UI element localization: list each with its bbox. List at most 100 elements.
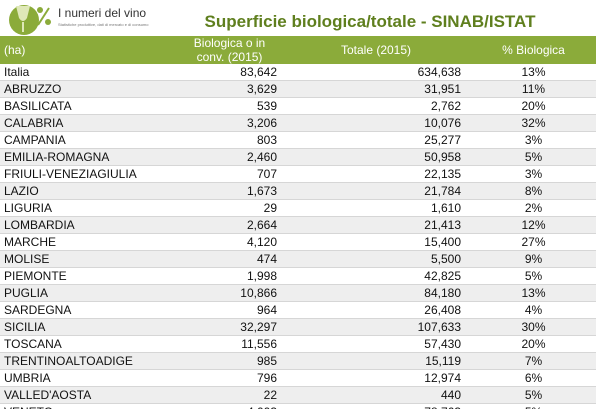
region-cell: Italia (0, 64, 178, 81)
value-cell: 8% (471, 182, 596, 200)
region-cell: PIEMONTE (0, 267, 178, 285)
value-cell: 964 (178, 301, 287, 319)
table-row: Italia 83,642 634,638 13% (0, 64, 596, 81)
value-cell: 5% (471, 386, 596, 404)
value-cell: 31,951 (287, 80, 471, 98)
value-cell: 440 (287, 386, 471, 404)
region-cell: FRIULI-VENEZIAGIULIA (0, 165, 178, 183)
value-cell: 83,642 (178, 64, 287, 81)
value-cell: 2,460 (178, 148, 287, 166)
value-cell: 1,610 (287, 199, 471, 217)
value-cell: 5% (471, 403, 596, 409)
value-cell: 32,297 (178, 318, 287, 336)
region-cell: SARDEGNA (0, 301, 178, 319)
column-header: Totale (2015) (287, 36, 471, 64)
value-cell: 803 (178, 131, 287, 149)
value-cell: 29 (178, 199, 287, 217)
logo-icon (9, 5, 51, 35)
value-cell: 10,866 (178, 284, 287, 302)
value-cell: 20% (471, 335, 596, 353)
value-cell: 7% (471, 352, 596, 370)
value-cell: 78,763 (287, 403, 471, 409)
value-cell: 6% (471, 369, 596, 387)
table-row: TRENTINOALTOADIGE 985 15,119 7% (0, 352, 596, 370)
region-cell: VENETO (0, 403, 178, 409)
value-cell: 22,135 (287, 165, 471, 183)
value-cell: 10,076 (287, 114, 471, 132)
title: Superficie biologica/totale - SINAB/ISTA… (204, 12, 536, 31)
table-row: ABRUZZO 3,629 31,951 11% (0, 80, 596, 98)
region-cell: EMILIA-ROMAGNA (0, 148, 178, 166)
value-cell: 707 (178, 165, 287, 183)
value-cell: 985 (178, 352, 287, 370)
value-cell: 15,119 (287, 352, 471, 370)
table-row: MARCHE 4,120 15,400 27% (0, 233, 596, 251)
table-row: UMBRIA 796 12,974 6% (0, 369, 596, 387)
region-cell: MARCHE (0, 233, 178, 251)
region-cell: UMBRIA (0, 369, 178, 387)
region-cell: TOSCANA (0, 335, 178, 353)
table-row: SICILIA 32,297 107,633 30% (0, 318, 596, 336)
table-row: LAZIO 1,673 21,784 8% (0, 182, 596, 200)
value-cell: 5% (471, 267, 596, 285)
value-cell: 12% (471, 216, 596, 234)
logo-text: I numeri del vino (58, 6, 147, 20)
value-cell: 12,974 (287, 369, 471, 387)
region-cell: ABRUZZO (0, 80, 178, 98)
table-row: LOMBARDIA 2,664 21,413 12% (0, 216, 596, 234)
value-cell: 84,180 (287, 284, 471, 302)
value-cell: 11% (471, 80, 596, 98)
value-cell: 57,430 (287, 335, 471, 353)
column-header: (ha) (0, 36, 178, 64)
value-cell: 3,206 (178, 114, 287, 132)
value-cell: 13% (471, 284, 596, 302)
value-cell: 9% (471, 250, 596, 268)
value-cell: 2,762 (287, 97, 471, 115)
region-cell: CALABRIA (0, 114, 178, 132)
region-cell: CAMPANIA (0, 131, 178, 149)
region-cell: LOMBARDIA (0, 216, 178, 234)
table-row: LIGURIA 29 1,610 2% (0, 199, 596, 217)
value-cell: 5,500 (287, 250, 471, 268)
value-cell: 32% (471, 114, 596, 132)
table-row: MOLISE 474 5,500 9% (0, 250, 596, 268)
value-cell: 30% (471, 318, 596, 336)
value-cell: 539 (178, 97, 287, 115)
value-cell: 474 (178, 250, 287, 268)
value-cell: 25,277 (287, 131, 471, 149)
value-cell: 13% (471, 64, 596, 81)
value-cell: 4% (471, 301, 596, 319)
value-cell: 107,633 (287, 318, 471, 336)
table-row: CALABRIA 3,206 10,076 32% (0, 114, 596, 132)
table-row: SARDEGNA 964 26,408 4% (0, 301, 596, 319)
value-cell: 20% (471, 97, 596, 115)
table-row: BASILICATA 539 2,762 20% (0, 97, 596, 115)
region-cell: PUGLIA (0, 284, 178, 302)
data-table: (ha) Biologica o in conv. (2015) Totale (2… (0, 36, 596, 409)
value-cell: 2% (471, 199, 596, 217)
region-cell: LIGURIA (0, 199, 178, 217)
column-header: Biologica o in conv. (2015) (178, 36, 287, 64)
value-cell: 796 (178, 369, 287, 387)
value-cell: 4,120 (178, 233, 287, 251)
table-row: EMILIA-ROMAGNA 2,460 50,958 5% (0, 148, 596, 166)
value-cell: 11,556 (178, 335, 287, 353)
value-cell: 2,664 (178, 216, 287, 234)
table-row: VENETO4,00378,7635% (0, 403, 596, 409)
value-cell: 1,998 (178, 267, 287, 285)
column-header: % Biologica (471, 36, 596, 64)
value-cell: 3% (471, 165, 596, 183)
logo-subtitle: Statistiche produttive, dati di mercato … (58, 22, 149, 27)
table-row: TOSCANA 11,556 57,430 20% (0, 335, 596, 353)
region-cell: LAZIO (0, 182, 178, 200)
value-cell: 42,825 (287, 267, 471, 285)
value-cell: 3% (471, 131, 596, 149)
table-row: FRIULI-VENEZIAGIULIA 707 22,135 3% (0, 165, 596, 183)
value-cell: 4,003 (178, 403, 287, 409)
region-cell: TRENTINOALTOADIGE (0, 352, 178, 370)
value-cell: 21,413 (287, 216, 471, 234)
value-cell: 5% (471, 148, 596, 166)
value-cell: 50,958 (287, 148, 471, 166)
value-cell: 26,408 (287, 301, 471, 319)
